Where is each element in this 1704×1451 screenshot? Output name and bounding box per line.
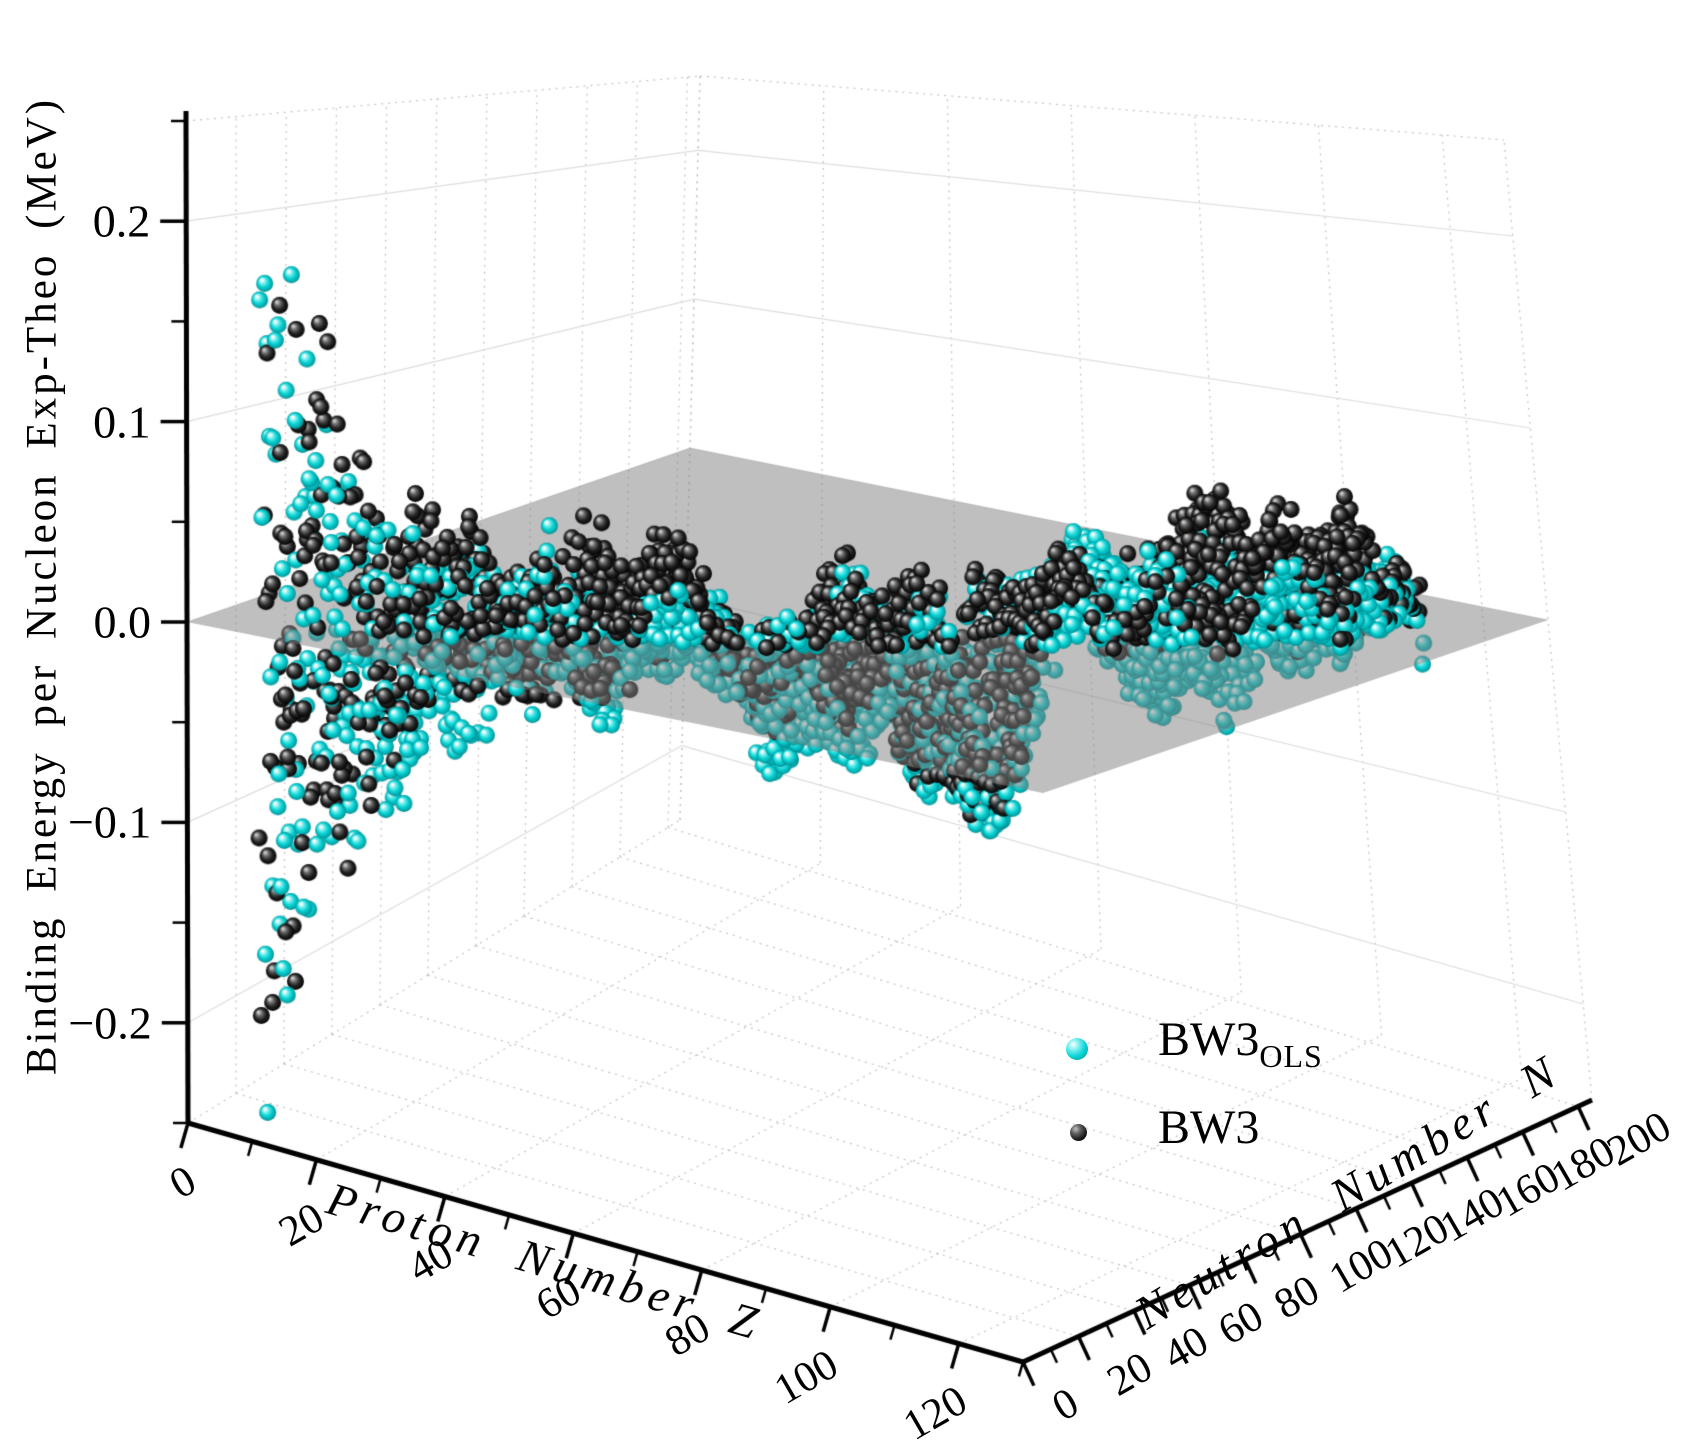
legend-label-bw3ols-sub: OLS: [1259, 1038, 1323, 1074]
v-tick-label: 0.0: [93, 596, 152, 648]
legend-marker-bw3-icon: [1070, 1124, 1087, 1141]
v-tick-label: −0.2: [68, 997, 152, 1049]
legend-label-bw3-main: BW3: [1158, 1101, 1260, 1154]
v-tick-label: −0.1: [67, 796, 152, 848]
legend-label-bw3ols-main: BW3: [1158, 1013, 1260, 1066]
legend-label-bw3ols: BW3OLS: [1158, 1012, 1323, 1075]
v-tick-label: 0.1: [93, 396, 151, 448]
v-axis-title: Binding Energy per Nucleon Exp-Theo (MeV…: [18, 96, 66, 1076]
legend-marker-bw3ols-icon: [1066, 1038, 1088, 1060]
v-tick-label: 0.2: [92, 195, 151, 247]
legend-label-bw3: BW3: [1158, 1100, 1259, 1163]
